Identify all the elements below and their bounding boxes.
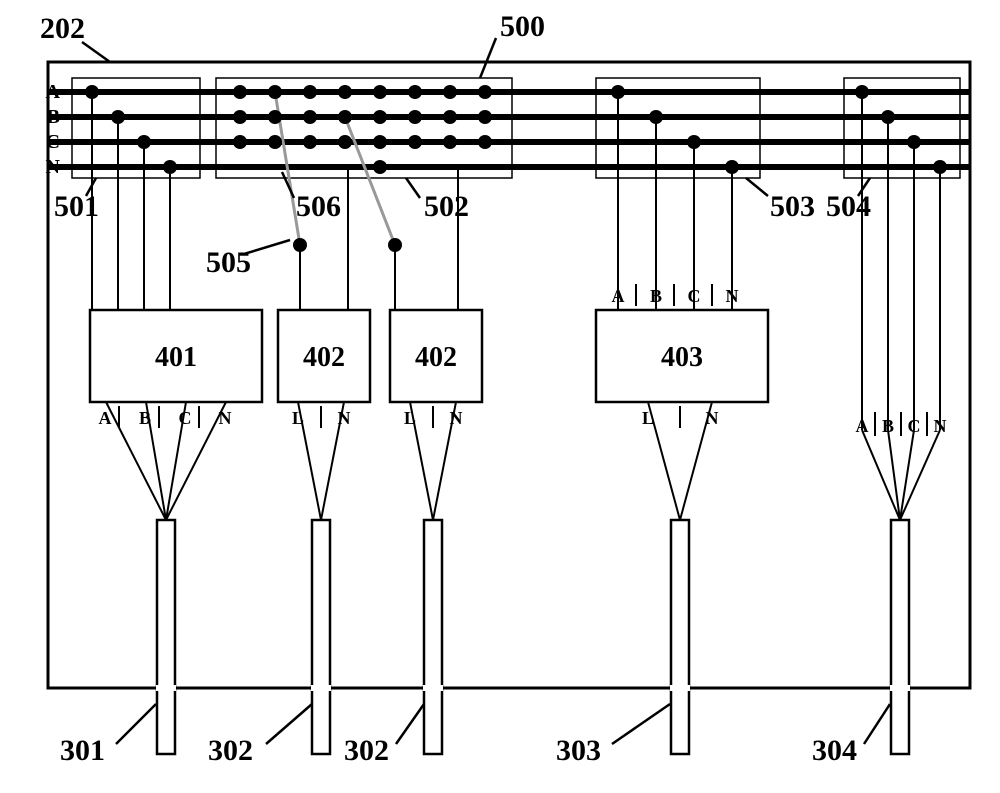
svg-text:403: 403 bbox=[661, 342, 703, 373]
ref-501: 501 bbox=[54, 190, 99, 223]
svg-text:N: N bbox=[219, 408, 232, 428]
ref-505: 505 bbox=[206, 246, 251, 279]
svg-text:L: L bbox=[404, 408, 416, 428]
svg-text:L: L bbox=[642, 408, 654, 428]
svg-text:N: N bbox=[934, 416, 947, 436]
svg-text:C: C bbox=[688, 286, 701, 306]
ref-504: 504 bbox=[826, 190, 871, 223]
svg-text:402: 402 bbox=[415, 342, 457, 373]
svg-text:C: C bbox=[179, 408, 192, 428]
ref-503: 503 bbox=[770, 190, 815, 223]
svg-text:B: B bbox=[882, 416, 894, 436]
svg-text:A: A bbox=[612, 286, 625, 306]
svg-text:C: C bbox=[908, 416, 921, 436]
svg-text:N: N bbox=[450, 408, 463, 428]
svg-text:N: N bbox=[338, 408, 351, 428]
svg-text:A: A bbox=[856, 416, 869, 436]
ref-506: 506 bbox=[296, 190, 341, 223]
ref-502: 502 bbox=[424, 190, 469, 223]
ref-500: 500 bbox=[500, 10, 545, 43]
svg-text:N: N bbox=[706, 408, 719, 428]
svg-text:401: 401 bbox=[155, 342, 197, 373]
svg-text:A: A bbox=[99, 408, 112, 428]
ref-303: 303 bbox=[556, 734, 601, 767]
ref-301: 301 bbox=[60, 734, 105, 767]
svg-text:L: L bbox=[292, 408, 304, 428]
ref-304: 304 bbox=[812, 734, 857, 767]
ref-202: 202 bbox=[40, 12, 85, 45]
ref-302: 302 bbox=[208, 734, 253, 767]
svg-text:N: N bbox=[726, 286, 739, 306]
svg-text:B: B bbox=[139, 408, 151, 428]
svg-text:402: 402 bbox=[303, 342, 345, 373]
svg-text:B: B bbox=[650, 286, 662, 306]
ref-302: 302 bbox=[344, 734, 389, 767]
